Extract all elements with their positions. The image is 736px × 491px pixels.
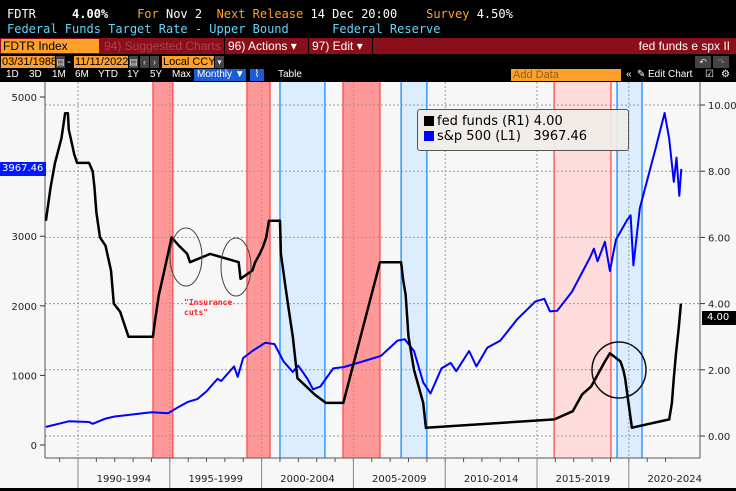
legend-swatch [424, 116, 434, 126]
tab-table[interactable]: Table [278, 69, 302, 80]
divider [224, 38, 225, 54]
date-dash: - [67, 56, 71, 68]
tab-monthly[interactable]: Monthly ▼ [194, 69, 246, 81]
tab-1m[interactable]: 1M [52, 69, 66, 80]
prev-icon[interactable]: ‹ [140, 56, 149, 68]
survey-value: 4.50% [476, 7, 513, 21]
quote-line: FDTR 4.00% For Nov 2 Next Release 14 Dec… [7, 7, 513, 21]
hike-band [152, 82, 173, 458]
x-tick-label: 1990-1994 [97, 474, 152, 485]
tab-1d[interactable]: 1D [6, 69, 19, 80]
hike-band [246, 82, 271, 458]
legend-value: 4.00 [533, 114, 563, 129]
ticker: FDTR [7, 7, 36, 21]
left-tick-label: 3000 [12, 232, 37, 243]
legend-label: s&p 500 (L1) [437, 129, 521, 144]
chart-title[interactable]: fed funds e spx II [638, 39, 730, 53]
right-tick-label: 4.00 [708, 300, 730, 311]
right-tick-label: 10.00 [708, 101, 736, 112]
right-tick-label: 8.00 [708, 167, 730, 178]
x-tick-label: 2015-2019 [556, 474, 611, 485]
toolbar: FDTR Index 94) Suggested Charts 96) Acti… [0, 38, 736, 54]
legend-item-spx: s&p 500 (L1) 3967.46 [424, 129, 622, 144]
left-tick-label: 1000 [12, 371, 37, 382]
next-release-label: Next Release [216, 7, 304, 21]
x-tick-label: 1995-1999 [188, 474, 243, 485]
edit-menu[interactable]: 97) Edit ▾ [312, 39, 363, 53]
tab-5y[interactable]: 5Y [150, 69, 163, 80]
x-tick-label: 2000-2004 [280, 474, 335, 485]
divider [308, 38, 309, 54]
right-tick-label: 2.00 [708, 366, 730, 377]
annotation-circle [591, 341, 647, 399]
left-tick-label: 5000 [12, 93, 37, 104]
pencil-icon[interactable]: ✎ [637, 69, 646, 80]
last-value-right-label: 4.00 [702, 311, 736, 325]
end-date-input[interactable]: 11/11/2022 [74, 56, 129, 68]
gear-icon[interactable]: ⚙ [721, 69, 730, 80]
legend-label: fed funds (R1) [437, 114, 530, 129]
collapse-icon[interactable]: « [626, 69, 632, 80]
divider [372, 38, 373, 54]
legend-item-fed: fed funds (R1) 4.00 [424, 114, 622, 129]
add-data-input[interactable]: Add Data [511, 69, 621, 81]
for-value: Nov 2 [165, 7, 203, 21]
suggested-charts-button[interactable]: 94) Suggested Charts [104, 39, 221, 53]
period-tabs: 1D 3D 1M 6M YTD 1Y 5Y Max Monthly ▼ ⌇ Ta… [0, 69, 736, 81]
legend: fed funds (R1) 4.00 s&p 500 (L1) 3967.46 [417, 109, 629, 151]
left-tick-label: 2000 [12, 302, 37, 313]
edit-chart-button[interactable]: Edit Chart [648, 69, 693, 80]
tab-max[interactable]: Max [172, 69, 191, 80]
x-tick-label: 2010-2014 [464, 474, 519, 485]
last-value-left-label: 3967.46 [0, 162, 46, 176]
line-chart-icon[interactable]: ⌇ [250, 69, 264, 81]
actions-menu[interactable]: 96) Actions ▾ [228, 39, 297, 53]
last-value: 4.00% [72, 7, 109, 21]
right-tick-label: 6.00 [708, 233, 730, 244]
next-icon[interactable]: › [150, 56, 159, 68]
x-tick-label: 2005-2009 [372, 474, 427, 485]
next-release-value: 14 Dec 20:00 [310, 7, 398, 21]
source: Federal Reserve [332, 22, 441, 36]
fed-funds-line [44, 112, 683, 429]
start-date-input[interactable]: 03/31/1988 [1, 56, 58, 68]
currency-select[interactable]: Local CCY [162, 56, 216, 68]
chevron-down-icon[interactable]: ▾ [215, 56, 224, 68]
description: Federal Funds Target Rate - Upper Bound [7, 22, 289, 36]
security-input[interactable]: FDTR Index [1, 39, 99, 53]
x-tick-label: 2020-2024 [647, 474, 702, 485]
tab-3d[interactable]: 3D [29, 69, 42, 80]
for-label: For [137, 7, 159, 21]
legend-swatch [424, 131, 434, 141]
insurance-cuts-annotation: "Insurance cuts" [184, 298, 233, 317]
cut-band [279, 82, 325, 458]
right-tick-label: 0.00 [708, 432, 730, 443]
survey-label: Survey [426, 7, 470, 21]
description-line: Federal Funds Target Rate - Upper Bound … [7, 22, 441, 36]
tab-6m[interactable]: 6M [75, 69, 89, 80]
calendar-icon[interactable]: ▤ [129, 56, 138, 68]
redo-icon[interactable]: ↷ [713, 56, 729, 68]
checkbox-icon[interactable]: ☑ [705, 69, 714, 80]
legend-value: 3967.46 [533, 129, 588, 144]
calendar-icon[interactable]: ▤ [56, 56, 65, 68]
annotation-circle [169, 227, 203, 287]
annotation-circle [220, 237, 252, 297]
hike-band [342, 82, 381, 458]
sp500-line [45, 112, 683, 428]
date-range-bar: 03/31/1988 ▤ - 11/11/2022 ▤ ‹ › Local CC… [0, 56, 736, 68]
left-tick-label: 0 [31, 441, 37, 452]
tab-1y[interactable]: 1Y [127, 69, 140, 80]
tab-ytd[interactable]: YTD [98, 69, 118, 80]
undo-icon[interactable]: ↶ [695, 56, 711, 68]
